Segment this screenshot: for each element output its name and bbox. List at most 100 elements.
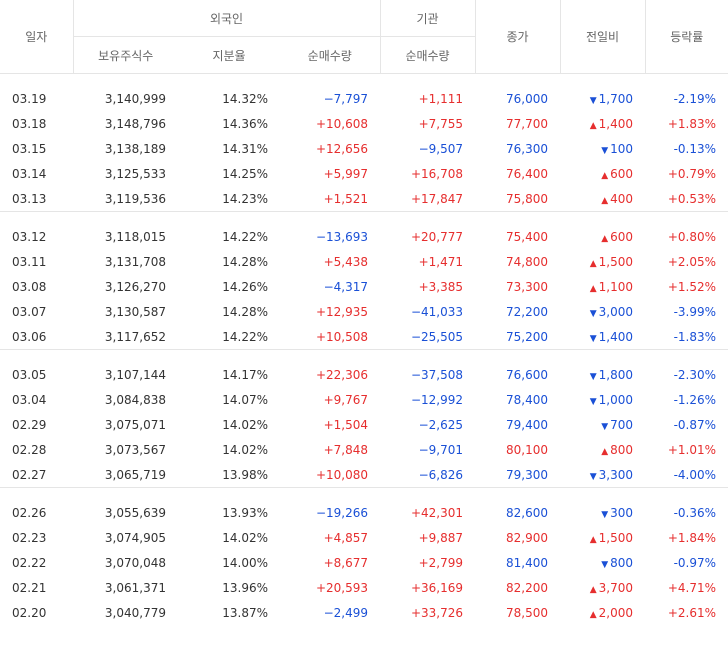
triangle-down-icon: ▼ [589, 396, 597, 407]
rate-cell: +0.80% [667, 229, 717, 244]
triangle-down-icon: ▼ [601, 421, 609, 432]
change-value: 100 [610, 141, 634, 156]
triangle-up-icon: ▲ [589, 534, 597, 545]
share-cell: 14.36% [222, 116, 268, 131]
table-row: 02.23 3,074,905 14.02% +4,857 +9,887 82,900 ▲ 1… [0, 525, 728, 550]
change-cell: ▲ 400 [560, 186, 645, 212]
change-cell: ▼ 1,400 [560, 324, 645, 350]
triangle-down-icon: ▼ [589, 471, 597, 482]
date-cell: 03.19 [12, 91, 47, 106]
close-cell: 78,500 [506, 605, 549, 620]
triangle-down-icon: ▼ [589, 333, 597, 344]
change-cell: ▼ 800 [560, 550, 645, 575]
foreign-net-cell: +20,593 [315, 580, 369, 595]
inst-net-cell: +17,847 [410, 191, 464, 206]
close-cell: 76,600 [506, 367, 549, 382]
close-cell: 76,000 [506, 91, 549, 106]
date-cell: 03.05 [12, 367, 47, 382]
change-value: 300 [610, 505, 634, 520]
inst-net-cell: +42,301 [410, 505, 464, 520]
triangle-up-icon: ▲ [601, 446, 609, 457]
inst-net-cell: −9,507 [418, 141, 464, 156]
table-row: 03.19 3,140,999 14.32% −7,797 +1,111 76,000 ▼ 1… [0, 86, 728, 111]
foreign-net-cell: +5,997 [323, 166, 369, 181]
foreign-net-cell: −7,797 [323, 91, 369, 106]
change-value: 2,000 [598, 605, 634, 620]
share-cell: 14.07% [222, 392, 268, 407]
rate-cell: +1.01% [667, 442, 717, 457]
inst-net-cell: +1,111 [418, 91, 464, 106]
change-cell: ▼ 700 [560, 412, 645, 437]
date-cell: 03.07 [12, 304, 47, 319]
close-cell: 76,400 [506, 166, 549, 181]
change-value: 600 [610, 229, 634, 244]
table-row: 03.05 3,107,144 14.17% +22,306 −37,508 76,600… [0, 362, 728, 387]
close-cell: 75,400 [506, 229, 549, 244]
rate-cell: -0.97% [673, 555, 717, 570]
triangle-up-icon: ▲ [589, 609, 597, 620]
triangle-down-icon: ▼ [601, 509, 609, 520]
foreign-net-cell: −4,317 [323, 279, 369, 294]
date-cell: 02.23 [12, 530, 47, 545]
rate-cell: -3.99% [673, 304, 717, 319]
holdings-cell: 3,055,639 [104, 505, 166, 520]
table-row: 02.20 3,040,779 13.87% −2,499 +33,726 78,500 ▲… [0, 600, 728, 625]
holdings-cell: 3,075,071 [104, 417, 166, 432]
holdings-cell: 3,118,015 [104, 229, 166, 244]
holdings-cell: 3,119,536 [104, 191, 166, 206]
holdings-cell: 3,084,838 [104, 392, 166, 407]
holdings-cell: 3,130,587 [104, 304, 166, 319]
change-value: 3,000 [598, 304, 634, 319]
header-foreign-net: 순매수량 [280, 36, 381, 74]
foreign-net-cell: +12,656 [315, 141, 369, 156]
change-value: 1,000 [598, 392, 634, 407]
triangle-up-icon: ▲ [601, 195, 609, 206]
date-cell: 02.22 [12, 555, 47, 570]
holdings-cell: 3,040,779 [104, 605, 166, 620]
table-row: 02.27 3,065,719 13.98% +10,080 −6,826 79,300 ▼… [0, 462, 728, 488]
inst-net-cell: +20,777 [410, 229, 464, 244]
table-row: 03.13 3,119,536 14.23% +1,521 +17,847 75,800 ▲… [0, 186, 728, 212]
foreign-net-cell: −13,693 [315, 229, 369, 244]
change-cell: ▲ 600 [560, 224, 645, 249]
inst-net-cell: +3,385 [418, 279, 464, 294]
triangle-up-icon: ▲ [589, 258, 597, 269]
triangle-down-icon: ▼ [601, 145, 609, 156]
triangle-up-icon: ▲ [589, 584, 597, 595]
foreign-net-cell: −2,499 [323, 605, 369, 620]
table-row: 03.06 3,117,652 14.22% +10,508 −25,505 75,200… [0, 324, 728, 350]
triangle-up-icon: ▲ [589, 283, 597, 294]
group-separator [0, 211, 728, 224]
table-row: 03.11 3,131,708 14.28% +5,438 +1,471 74,800 ▲ 1… [0, 249, 728, 274]
share-cell: 14.02% [222, 442, 268, 457]
change-cell: ▲ 1,100 [560, 274, 645, 299]
rate-cell: +0.53% [667, 191, 717, 206]
rate-cell: -2.19% [673, 91, 717, 106]
inst-net-cell: −2,625 [418, 417, 464, 432]
close-cell: 78,400 [506, 392, 549, 407]
table-row: 03.15 3,138,189 14.31% +12,656 −9,507 76,300 ▼… [0, 136, 728, 161]
table-row: 02.21 3,061,371 13.96% +20,593 +36,169 82,200… [0, 575, 728, 600]
inst-net-cell: +9,887 [418, 530, 464, 545]
triangle-down-icon: ▼ [589, 308, 597, 319]
change-value: 700 [610, 417, 634, 432]
close-cell: 75,800 [506, 191, 549, 206]
foreign-net-cell: −19,266 [315, 505, 369, 520]
header-rate: 등락률 [644, 0, 728, 74]
share-cell: 14.25% [222, 166, 268, 181]
foreign-net-cell: +10,608 [315, 116, 369, 131]
change-cell: ▼ 300 [560, 500, 645, 525]
share-cell: 14.32% [222, 91, 268, 106]
inst-net-cell: −37,508 [410, 367, 464, 382]
close-cell: 82,900 [506, 530, 549, 545]
table-row: 02.22 3,070,048 14.00% +8,677 +2,799 81,400 ▼ 8… [0, 550, 728, 575]
holdings-cell: 3,131,708 [104, 254, 166, 269]
close-cell: 76,300 [506, 141, 549, 156]
header-foreign: 외국인 [72, 0, 381, 37]
close-cell: 73,300 [506, 279, 549, 294]
change-cell: ▲ 3,700 [560, 575, 645, 600]
holdings-cell: 3,125,533 [104, 166, 166, 181]
foreign-net-cell: +7,848 [323, 442, 369, 457]
share-cell: 14.02% [222, 417, 268, 432]
inst-net-cell: +16,708 [410, 166, 464, 181]
